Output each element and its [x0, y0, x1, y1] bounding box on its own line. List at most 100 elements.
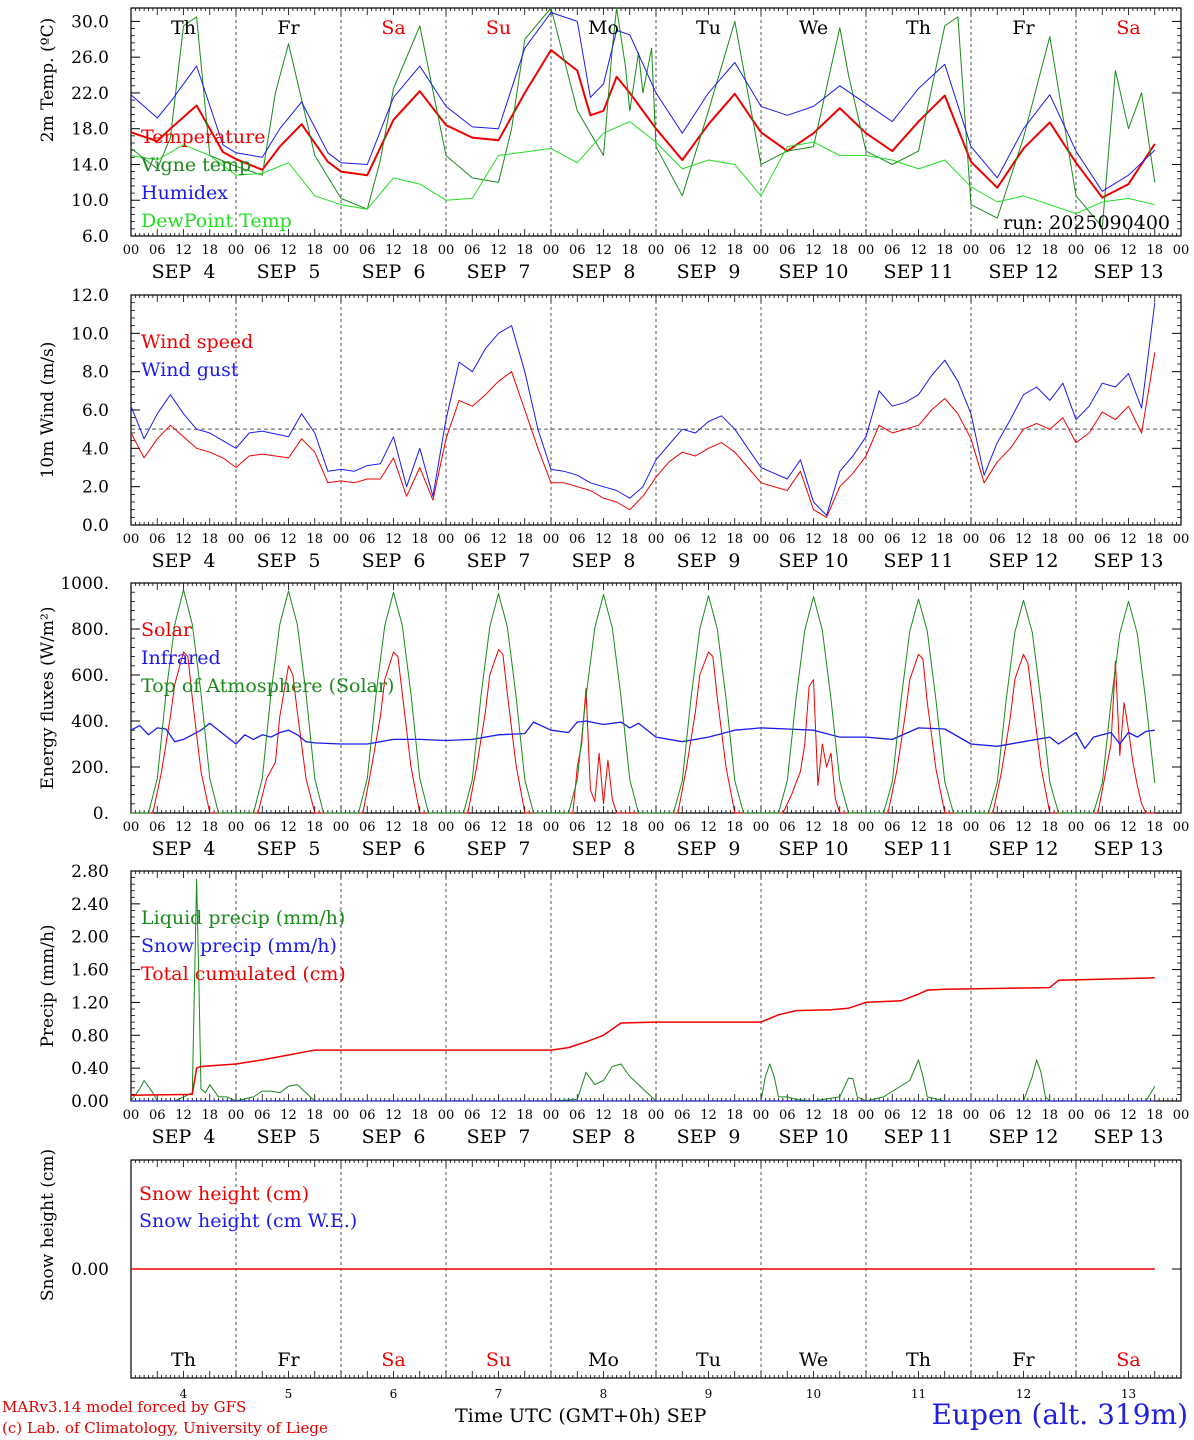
- hour-tick-label: 00: [123, 532, 140, 547]
- hour-tick-label: 18: [1146, 532, 1163, 547]
- hour-tick-label: 18: [516, 820, 533, 835]
- date-label: SEP 8: [572, 1126, 636, 1148]
- date-label: SEP 12: [989, 261, 1059, 283]
- date-label: SEP 7: [467, 1126, 531, 1148]
- hour-tick-label: 18: [1146, 243, 1163, 258]
- y-tick-label: 30.0: [71, 12, 109, 32]
- hour-tick-label: 12: [175, 1108, 192, 1123]
- legend-entry: Temperature: [141, 126, 265, 148]
- hour-tick-label: 00: [1068, 820, 1085, 835]
- hour-tick-label: 18: [306, 820, 323, 835]
- hour-tick-label: 06: [254, 532, 271, 547]
- hour-tick-label: 00: [438, 532, 455, 547]
- hour-tick-label: 06: [569, 1108, 586, 1123]
- x-axis-title: Time UTC (GMT+0h) SEP: [455, 1405, 706, 1427]
- date-label: SEP 6: [362, 838, 426, 860]
- hour-tick-label: 06: [359, 820, 376, 835]
- hour-tick-label: 18: [201, 532, 218, 547]
- series-line-humidex: [130, 12, 1156, 192]
- date-label: SEP 5: [257, 550, 321, 572]
- hour-tick-label: 06: [254, 1108, 271, 1123]
- hour-tick-label: 18: [831, 243, 848, 258]
- y-tick-label: 800.: [71, 620, 109, 640]
- hour-tick-label: 12: [595, 820, 612, 835]
- hour-tick-label: 18: [1146, 1108, 1163, 1123]
- legend-entry: DewPoint Temp: [141, 210, 292, 232]
- y-tick-label: 200.: [71, 758, 109, 778]
- station-name: Eupen (alt. 319m): [931, 1398, 1188, 1431]
- day-number-label: 13: [1121, 1387, 1136, 1401]
- hour-tick-label: 00: [858, 532, 875, 547]
- hour-tick-label: 00: [438, 820, 455, 835]
- hour-tick-label: 00: [333, 532, 350, 547]
- legend-entry: Infrared: [141, 647, 221, 669]
- hour-tick-label: 06: [779, 1108, 796, 1123]
- y-tick-label: 6.0: [82, 401, 109, 421]
- weekday-label: Su: [486, 1349, 511, 1371]
- y-tick-label: 0.40: [71, 1059, 109, 1079]
- series-line-dewpoint-temp: [130, 121, 1155, 215]
- legend-entry: Total cumulated (cm): [141, 963, 346, 985]
- hour-tick-label: 18: [936, 820, 953, 835]
- y-axis-title: 2m Temp. (ºC): [38, 18, 58, 143]
- y-tick-label: 0.0: [82, 516, 109, 536]
- hour-tick-label: 06: [989, 532, 1006, 547]
- date-label: SEP 4: [152, 550, 216, 572]
- hour-tick-label: 06: [989, 243, 1006, 258]
- hour-tick-label: 06: [359, 243, 376, 258]
- legend-entry: Solar: [141, 619, 193, 641]
- hour-tick-label: 12: [385, 1108, 402, 1123]
- y-tick-label: 400.: [71, 712, 109, 732]
- hour-tick-label: 06: [674, 1108, 691, 1123]
- series-line-top-of-atmosphere-solar-: [131, 589, 1156, 814]
- weekday-label: Fr: [1012, 1349, 1035, 1371]
- y-axis-title: Energy fluxes (W/m²): [38, 607, 58, 790]
- weekday-label: Th: [171, 17, 196, 39]
- hour-tick-label: 00: [333, 1108, 350, 1123]
- hour-tick-label: 12: [1015, 820, 1032, 835]
- hour-tick-label: 18: [411, 1108, 428, 1123]
- y-tick-label: 0.00: [71, 1092, 109, 1112]
- y-axis-title: Precip (mm/h): [38, 924, 58, 1047]
- hour-tick-label: 06: [359, 1108, 376, 1123]
- hour-tick-label: 18: [1041, 243, 1058, 258]
- date-label: SEP 9: [677, 550, 741, 572]
- hour-tick-label: 00: [1173, 820, 1190, 835]
- hour-tick-label: 06: [884, 532, 901, 547]
- hour-tick-label: 18: [621, 532, 638, 547]
- hour-tick-label: 18: [936, 532, 953, 547]
- date-label: SEP 4: [152, 838, 216, 860]
- date-label: SEP 4: [152, 1126, 216, 1148]
- hour-tick-label: 06: [674, 243, 691, 258]
- legend-entry: Snow precip (mm/h): [141, 935, 337, 957]
- date-label: SEP 5: [257, 838, 321, 860]
- date-label: SEP 4: [152, 261, 216, 283]
- date-label: SEP 11: [884, 550, 954, 572]
- hour-tick-label: 00: [753, 532, 770, 547]
- legend-entry: Top of Atmosphere (Solar): [141, 675, 394, 697]
- date-label: SEP 11: [884, 838, 954, 860]
- hour-tick-label: 12: [805, 532, 822, 547]
- series-line-total-cumulated-cm-: [130, 977, 1155, 1097]
- hour-tick-label: 18: [411, 532, 428, 547]
- hour-tick-label: 12: [700, 532, 717, 547]
- y-tick-label: 2.0: [82, 478, 109, 498]
- hour-tick-label: 12: [1120, 532, 1137, 547]
- hour-tick-label: 00: [1173, 243, 1190, 258]
- hour-tick-label: 00: [753, 820, 770, 835]
- weekday-label: We: [799, 17, 828, 39]
- hour-tick-label: 12: [1015, 532, 1032, 547]
- y-tick-label: 1.60: [71, 961, 109, 981]
- date-label: SEP 6: [362, 261, 426, 283]
- hour-tick-label: 12: [595, 1108, 612, 1123]
- date-label: SEP 10: [779, 261, 849, 283]
- hour-tick-label: 06: [779, 532, 796, 547]
- hour-tick-label: 18: [831, 820, 848, 835]
- hour-tick-label: 06: [1094, 820, 1111, 835]
- hour-tick-label: 18: [831, 1108, 848, 1123]
- date-label: SEP 7: [467, 550, 531, 572]
- hour-tick-label: 12: [1120, 243, 1137, 258]
- hour-tick-label: 06: [149, 532, 166, 547]
- hour-tick-label: 06: [254, 820, 271, 835]
- hour-tick-label: 00: [1173, 1108, 1190, 1123]
